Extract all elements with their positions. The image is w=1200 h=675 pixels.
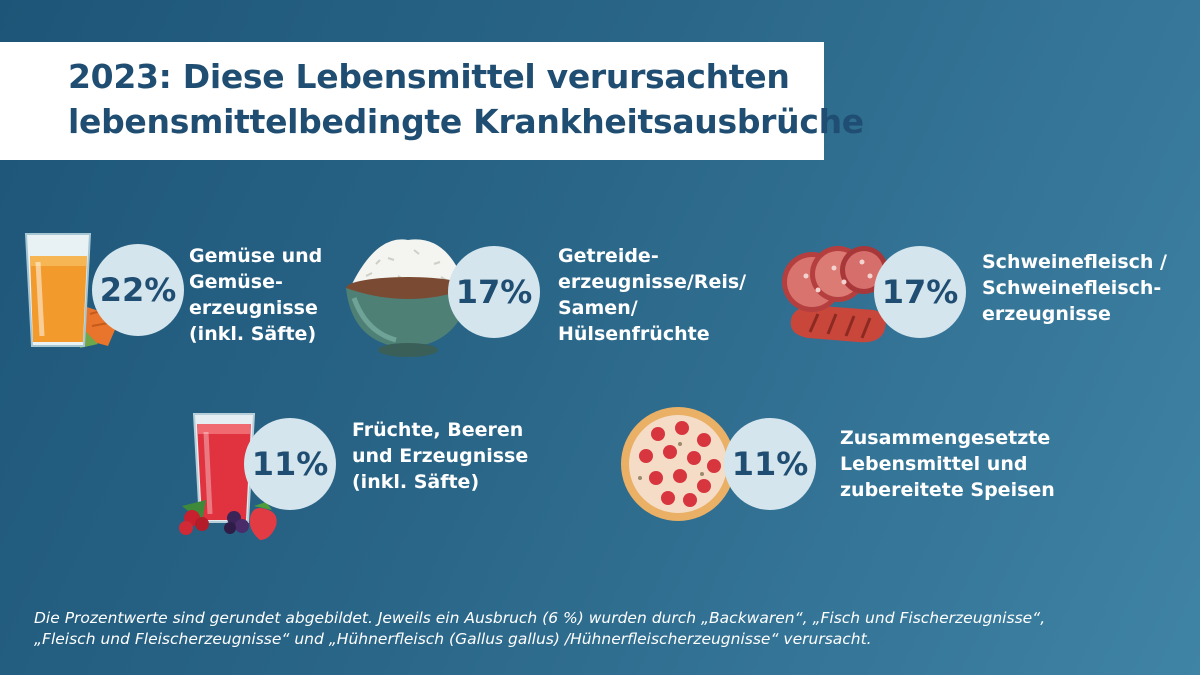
percentage-value: 22% bbox=[92, 244, 184, 336]
category-label: Schweinefleisch / Schweinefleisch- erzeu… bbox=[982, 251, 1167, 325]
rice-bowl-icon bbox=[346, 239, 470, 357]
footnote-line-1: Die Prozentwerte sind gerundet abgebilde… bbox=[34, 609, 1046, 627]
percentage-value: 11% bbox=[724, 418, 816, 510]
berry-juice-icon bbox=[179, 413, 277, 540]
percentage-value: 17% bbox=[448, 246, 540, 338]
category-label: Früchte, Beeren und Erzeugnisse (inkl. S… bbox=[352, 419, 529, 493]
category-label: Getreide- erzeugnisse/Reis/ Samen/ Hülse… bbox=[558, 245, 747, 345]
pizza-icon bbox=[621, 407, 735, 521]
carrot-juice-icon bbox=[24, 233, 120, 348]
category-label: Zusammengesetzte Lebensmittel und zubere… bbox=[840, 427, 1055, 501]
sausage-salami-icon bbox=[782, 246, 888, 343]
chart-title-line-1: 2023: Diese Lebensmittel verursachten bbox=[68, 57, 790, 96]
title-box: 2023: Diese Lebensmittel verursachten le… bbox=[0, 42, 864, 160]
category-label: Gemüse und Gemüse- erzeugnisse (inkl. Sä… bbox=[189, 245, 323, 345]
percentage-value: 11% bbox=[244, 418, 336, 510]
footnote-line-2: „Fleisch und Fleischerzeugnisse“ und „Hü… bbox=[34, 630, 872, 648]
percentage-value: 17% bbox=[874, 246, 966, 338]
chart-title-line-2: lebensmittelbedingte Krankheitsausbrüche bbox=[68, 102, 864, 141]
footnote: Die Prozentwerte sind gerundet abgebilde… bbox=[34, 608, 1174, 650]
